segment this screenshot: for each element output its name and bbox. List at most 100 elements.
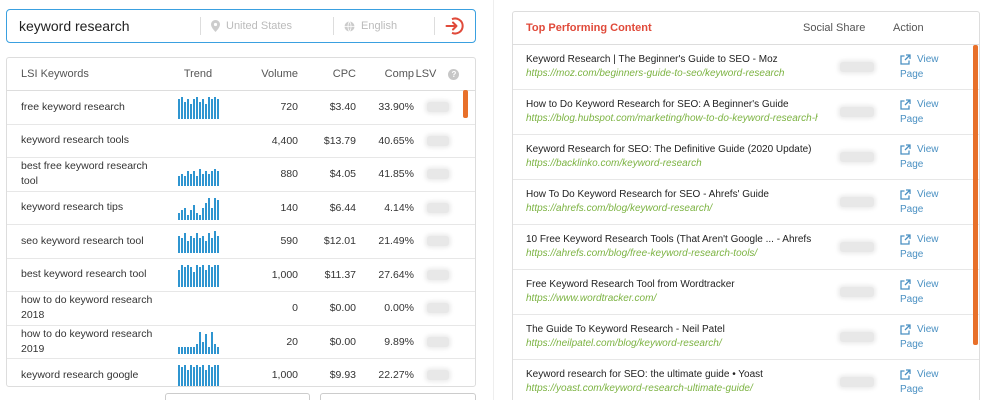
content-row: The Guide To Keyword Research - Neil Pat…: [513, 315, 979, 360]
lsv-cell: [414, 202, 461, 213]
content-title[interactable]: Keyword research for SEO: the ultimate g…: [526, 369, 763, 380]
trend-bar: [216, 264, 219, 287]
page-label: Page: [900, 69, 924, 80]
trend-bar: [198, 169, 201, 187]
trend-bar: [207, 97, 210, 120]
content-title[interactable]: Keyword Research | The Beginner's Guide …: [526, 54, 778, 65]
trend-bar: [204, 202, 207, 220]
view-label: View: [917, 369, 939, 380]
bottom-button[interactable]: [165, 393, 310, 400]
language-select[interactable]: English: [334, 10, 434, 42]
table-body: Keyword Research | The Beginner's Guide …: [513, 45, 979, 400]
lsv-cell: [414, 236, 461, 247]
header-top-content: Top Performing Content: [526, 22, 652, 34]
search-submit-button[interactable]: [435, 10, 475, 42]
cpc-cell: $9.93: [329, 369, 356, 382]
table-row[interactable]: seo keyword research tool 590 $12.01 21.…: [7, 225, 475, 259]
scrollbar-thumb[interactable]: [463, 90, 468, 118]
content-title[interactable]: How to Do Keyword Research for SEO: A Be…: [526, 99, 789, 110]
content-url[interactable]: https://ahrefs.com/blog/keyword-research…: [526, 203, 713, 214]
keyword-cell[interactable]: keyword research google: [21, 368, 139, 381]
content-row: How To Do Keyword Research for SEO - Ahr…: [513, 180, 979, 225]
trend-bar: [186, 241, 189, 254]
trend-bar: [192, 367, 195, 386]
trend-sparkline: [177, 95, 219, 120]
content-title[interactable]: 10 Free Keyword Research Tools (That Are…: [526, 234, 812, 245]
lsv-cell: [414, 370, 461, 381]
table-row[interactable]: keyword research tools 4,400 $13.79 40.6…: [7, 125, 475, 158]
table-row[interactable]: best free keyword research tool 880 $4.0…: [7, 158, 475, 192]
view-page-link[interactable]: View Page: [896, 367, 956, 397]
blurred-value: [840, 107, 874, 117]
blurred-value: [426, 102, 449, 113]
question-circle-icon[interactable]: ?: [448, 68, 460, 80]
trend-bar: [183, 233, 186, 254]
content-title[interactable]: The Guide To Keyword Research - Neil Pat…: [526, 324, 725, 335]
keyword-cell[interactable]: best keyword research tool: [21, 268, 147, 281]
comp-cell: 4.14%: [384, 201, 414, 214]
header-comp[interactable]: Comp: [384, 68, 414, 80]
keyword-cell[interactable]: best free keyword research tool: [21, 160, 148, 188]
table-row[interactable]: best keyword research tool 1,000 $11.37 …: [7, 259, 475, 292]
page-label: Page: [900, 204, 924, 215]
view-page-link[interactable]: View Page: [896, 52, 956, 82]
trend-bar: [216, 199, 219, 220]
header-action: Action: [893, 22, 924, 34]
header-lsv[interactable]: LSV ?: [414, 68, 461, 80]
external-link-icon: [900, 144, 911, 155]
content-title[interactable]: How To Do Keyword Research for SEO - Ahr…: [526, 189, 769, 200]
circle-arrow-icon: [445, 17, 464, 35]
view-page-link[interactable]: View Page: [896, 232, 956, 262]
header-volume[interactable]: Volume: [261, 68, 298, 80]
content-url[interactable]: https://backlinko.com/keyword-research: [526, 158, 702, 169]
blurred-value: [840, 242, 874, 252]
content-title[interactable]: Keyword Research for SEO: The Definitive…: [526, 144, 812, 155]
content-url[interactable]: https://moz.com/beginners-guide-to-seo/k…: [526, 68, 785, 79]
comp-cell: 41.85%: [378, 168, 414, 181]
lsv-cell: [414, 269, 461, 280]
trend-bar: [216, 236, 219, 254]
view-page-link[interactable]: View Page: [896, 187, 956, 217]
scrollbar-thumb[interactable]: [973, 45, 978, 345]
keyword-cell[interactable]: keyword research tips: [21, 201, 124, 214]
header-keyword[interactable]: LSI Keywords: [21, 67, 89, 80]
trend-bar: [192, 204, 195, 220]
keyword-cell[interactable]: free keyword research: [21, 100, 125, 113]
content-url[interactable]: https://ahrefs.com/blog/free-keyword-res…: [526, 248, 758, 259]
keyword-cell[interactable]: how to do keyword research 2018: [21, 294, 153, 322]
content-url[interactable]: https://neilpatel.com/blog/keyword-resea…: [526, 338, 722, 349]
header-cpc[interactable]: CPC: [332, 68, 356, 80]
country-select[interactable]: United States: [201, 10, 333, 42]
volume-cell: 590: [280, 235, 298, 248]
content-url[interactable]: https://www.wordtracker.com/: [526, 293, 657, 304]
blurred-value: [840, 287, 874, 297]
table-header: Top Performing Content Social Share Acti…: [513, 12, 979, 45]
table-row[interactable]: keyword research tips 140 $6.44 4.14%: [7, 192, 475, 225]
keyword-cell[interactable]: seo keyword research tool: [21, 234, 144, 247]
comp-cell: 9.89%: [384, 335, 414, 348]
external-link-icon: [900, 54, 911, 65]
view-page-link[interactable]: View Page: [896, 277, 956, 307]
social-share-cell: [818, 377, 896, 387]
bottom-button[interactable]: [320, 393, 476, 400]
content-url[interactable]: https://yoast.com/keyword-research-ultim…: [526, 383, 753, 394]
table-row[interactable]: how to do keyword research 2018 0 $0.00 …: [7, 292, 475, 326]
table-row[interactable]: how to do keyword research 2019 20 $0.00…: [7, 326, 475, 359]
keyword-search-input[interactable]: [7, 10, 200, 42]
content-url[interactable]: https://blog.hubspot.com/marketing/how-t…: [526, 113, 818, 124]
trend-bar: [198, 331, 201, 354]
page-label: Page: [900, 294, 924, 305]
trend-bar: [216, 365, 219, 386]
blurred-value: [426, 135, 449, 146]
trend-bar: [180, 174, 183, 187]
content-title[interactable]: Free Keyword Research Tool from Wordtrac…: [526, 279, 735, 290]
view-page-link[interactable]: View Page: [896, 322, 956, 352]
table-row[interactable]: keyword research google 1,000 $9.93 22.2…: [7, 359, 475, 386]
keyword-cell[interactable]: keyword research tools: [21, 134, 129, 147]
header-trend[interactable]: Trend: [183, 68, 213, 80]
view-page-link[interactable]: View Page: [896, 97, 956, 127]
view-page-link[interactable]: View Page: [896, 142, 956, 172]
keyword-cell[interactable]: how to do keyword research 2019: [21, 327, 153, 355]
table-row[interactable]: free keyword research 720 $3.40 33.90%: [7, 91, 475, 125]
trend-bar: [186, 370, 189, 386]
